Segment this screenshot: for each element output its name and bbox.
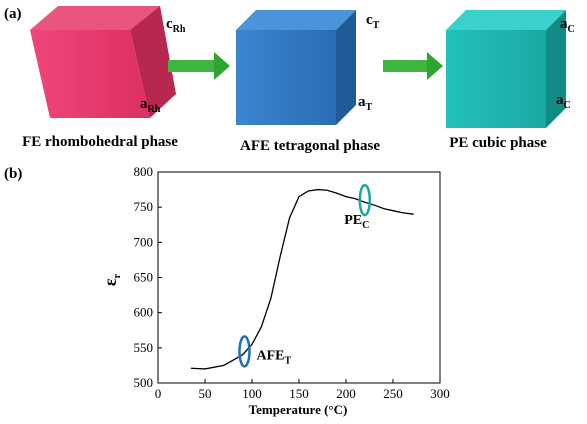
annotation-text: AFET [256,348,291,366]
cube-tetragonal [236,10,356,125]
x-tick-label: 50 [199,386,212,401]
y-tick-label: 700 [134,234,154,249]
panel-label: (b) [4,166,22,182]
y-axis-label: εr [100,273,123,286]
y-tick-label: 550 [134,340,154,355]
axis-label: cRh [166,16,186,35]
x-axis-label: Temperature (°C) [249,402,348,417]
y-tick-label: 650 [134,270,154,285]
phase-name: PE cubic phase [449,135,547,151]
annotation-sub: T [284,355,291,366]
plot-frame [158,172,440,383]
arrow [383,52,443,80]
cube-rhombohedral [30,6,176,118]
annotation-ellipse [360,185,370,215]
x-tick-label: 100 [242,386,262,401]
x-tick-label: 250 [383,386,403,401]
axis-label: aT [358,94,373,113]
panel-label: (a) [4,6,22,22]
x-tick-label: 150 [289,386,309,401]
x-tick-label: 0 [155,386,162,401]
arrow [168,52,230,80]
annotation-sub: C [362,220,369,231]
annotation-base: PE [344,213,362,228]
annotation-ellipse [239,336,249,366]
phase-name: AFE tetragonal phase [240,138,380,154]
annotation-base: AFE [256,348,284,363]
y-tick-label: 750 [134,199,154,214]
x-tick-label: 200 [336,386,356,401]
phase-name: FE rhombohedral phase [22,134,178,150]
y-tick-label: 500 [134,375,154,390]
y-tick-label: 800 [134,164,154,179]
axis-label: cT [366,12,380,31]
y-tick-label: 600 [134,305,154,320]
figure: (a) cRh aRh cT aT aC aC FE rhombohedral … [0,0,587,424]
cube-cubic [446,10,566,128]
data-line [191,190,414,369]
x-tick-label: 300 [430,386,450,401]
